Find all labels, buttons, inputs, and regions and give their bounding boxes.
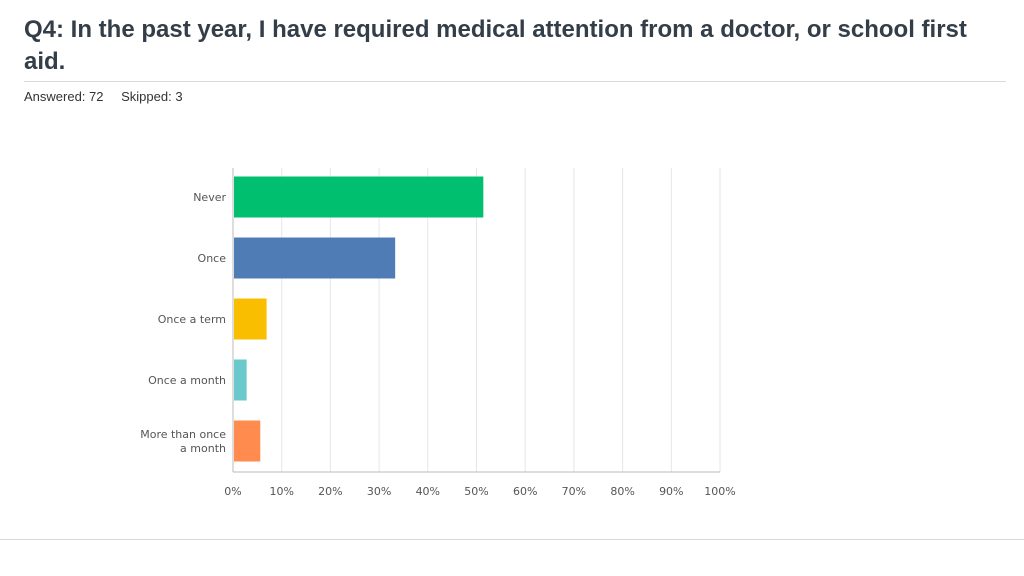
x-tick-label: 90% (659, 485, 683, 498)
bar (234, 176, 484, 218)
x-tick-label: 40% (416, 485, 440, 498)
bar (234, 237, 396, 279)
category-label: Once (198, 252, 227, 265)
x-tick-label: 50% (464, 485, 488, 498)
category-label: More than once a month (140, 428, 226, 455)
bar (234, 420, 261, 462)
skipped-count: Skipped: 3 (121, 89, 183, 104)
x-tick-label: 80% (610, 485, 634, 498)
category-label: Once a term (158, 313, 226, 326)
x-tick-label: 60% (513, 485, 537, 498)
x-tick-label: 100% (704, 485, 735, 498)
bar (234, 359, 247, 401)
x-tick-label: 20% (318, 485, 342, 498)
x-tick-label: 0% (224, 485, 241, 498)
question-title: Q4: In the past year, I have required me… (24, 16, 967, 75)
x-tick-label: 70% (562, 485, 586, 498)
x-tick-label: 30% (367, 485, 391, 498)
bar (234, 298, 267, 340)
category-label: Never (193, 191, 226, 204)
answered-count: Answered: 72 (24, 89, 104, 104)
x-tick-label: 10% (269, 485, 293, 498)
response-stats: Answered: 72 Skipped: 3 (24, 89, 197, 104)
category-label: Once a month (148, 374, 226, 387)
footer-divider (0, 539, 1024, 540)
header-divider (24, 81, 1006, 82)
